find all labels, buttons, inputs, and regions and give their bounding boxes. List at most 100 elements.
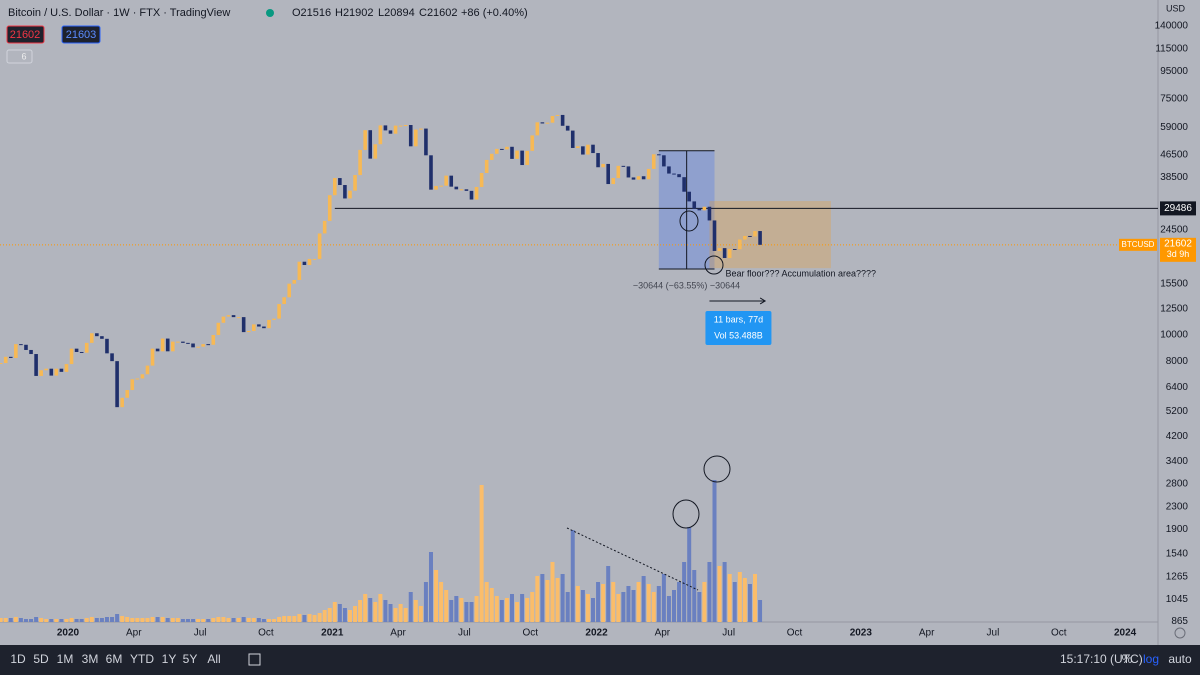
candle: [368, 130, 373, 159]
sell-button[interactable]: [6, 25, 45, 44]
indicators-toggle[interactable]: [6, 49, 33, 64]
volume-bar: [180, 619, 185, 622]
circle-note: [672, 499, 700, 529]
volume-bar: [388, 604, 393, 622]
candle: [211, 335, 216, 345]
candle: [181, 341, 185, 343]
x-tick-label: Apr: [919, 628, 935, 639]
range-button[interactable]: 6M: [106, 652, 123, 666]
volume-bar: [266, 619, 271, 622]
candle: [59, 368, 64, 372]
volume-bar: [236, 618, 241, 622]
candle: [353, 175, 357, 191]
volume-bar: [550, 562, 555, 622]
y-tick-label: 4200: [1166, 431, 1189, 442]
price-badge: [1160, 237, 1196, 262]
date-range-icon[interactable]: [248, 653, 261, 666]
indicators-count[interactable]: 6: [21, 51, 26, 61]
volume-bar: [34, 617, 39, 622]
x-tick-label: Apr: [390, 628, 406, 639]
candle: [140, 374, 145, 379]
volume-bar: [49, 619, 54, 622]
candle: [378, 125, 383, 145]
volume-bar: [621, 592, 626, 622]
y-tick-label: 865: [1171, 616, 1188, 627]
candle: [388, 130, 393, 134]
candle: [434, 185, 438, 190]
candle: [449, 175, 454, 187]
volume-bar: [246, 618, 251, 622]
scale-option[interactable]: auto: [1168, 652, 1192, 666]
volume-bar: [535, 576, 540, 622]
candle: [110, 353, 114, 362]
bottom-toolbar: [0, 645, 1200, 675]
candle: [601, 163, 605, 168]
y-tick-label: 1540: [1166, 549, 1189, 560]
candle: [130, 379, 135, 391]
candle: [692, 201, 697, 209]
candle: [672, 173, 676, 175]
candle: [738, 239, 742, 250]
volume-bar: [454, 596, 459, 622]
candle: [748, 235, 752, 237]
ohlc-high: H21902: [335, 7, 374, 19]
calendar-icon[interactable]: [248, 653, 261, 666]
candle: [105, 338, 109, 354]
candle: [307, 258, 312, 266]
volume-bar: [469, 602, 474, 622]
volume-bar: [84, 618, 89, 622]
settings-gear[interactable]: [1174, 627, 1186, 639]
volume-bar: [378, 594, 383, 622]
volume-bar: [403, 608, 408, 622]
currency[interactable]: USD: [1166, 3, 1186, 13]
y-tick-label: 140000: [1155, 21, 1189, 32]
candle: [540, 122, 545, 124]
range-button[interactable]: YTD: [130, 652, 154, 666]
volume-bar: [712, 480, 717, 622]
volume-bar: [646, 584, 651, 622]
volume-bar: [530, 592, 535, 622]
candle: [505, 146, 509, 150]
settings-icon[interactable]: [1174, 627, 1186, 639]
x-tick-label: Jul: [987, 628, 1000, 639]
volume-bar: [196, 619, 201, 622]
x-tick-label: 2022: [585, 628, 608, 639]
circle-note: [679, 210, 699, 232]
volume-bar: [363, 594, 368, 622]
volume-bar: [94, 618, 99, 622]
candle: [282, 297, 286, 305]
volume-bar: [540, 574, 545, 622]
buy-price[interactable]: 21603: [66, 29, 97, 41]
range-button[interactable]: 5Y: [183, 652, 198, 666]
range-button[interactable]: All: [207, 652, 220, 666]
candle: [302, 261, 307, 266]
candle: [677, 174, 681, 178]
range-button[interactable]: 1M: [57, 652, 74, 666]
range-button[interactable]: 5D: [33, 652, 49, 666]
volume-bar: [560, 574, 565, 622]
candle: [246, 330, 251, 333]
candle: [322, 220, 327, 234]
volume-bar: [753, 574, 758, 622]
range-button[interactable]: 3M: [82, 652, 99, 666]
candle: [555, 114, 560, 117]
volume-bar: [717, 566, 722, 622]
symbol-badge: [1119, 238, 1157, 251]
candle: [727, 248, 732, 259]
volume-bar: [175, 618, 180, 622]
volume-bar: [125, 617, 130, 622]
volume-bar: [59, 619, 64, 622]
candle: [49, 368, 54, 376]
volume-bar: [616, 594, 621, 622]
volume-bar: [651, 592, 656, 622]
scale-option[interactable]: %: [1122, 652, 1133, 666]
buy-button[interactable]: [61, 25, 101, 44]
candle: [500, 148, 504, 150]
range-button[interactable]: 1Y: [162, 652, 177, 666]
volume-bar: [525, 598, 530, 622]
sell-price[interactable]: 21602: [10, 29, 41, 41]
volume-bar: [8, 618, 13, 622]
scale-option[interactable]: log: [1143, 652, 1159, 666]
candle: [54, 368, 59, 376]
range-button[interactable]: 1D: [10, 652, 26, 666]
